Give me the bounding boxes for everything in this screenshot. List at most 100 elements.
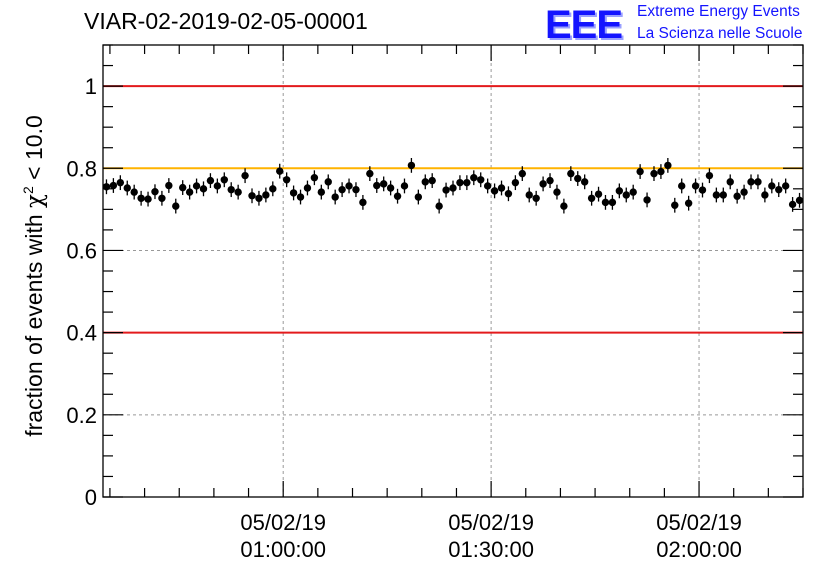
data-point bbox=[220, 176, 228, 184]
data-point bbox=[483, 182, 492, 190]
data-point bbox=[352, 185, 360, 194]
y-axis-label-rest: < 10.0 bbox=[21, 115, 47, 186]
data-point bbox=[678, 182, 686, 190]
data-point bbox=[567, 169, 575, 178]
data-point bbox=[137, 194, 145, 202]
data-point bbox=[594, 190, 603, 198]
data-point bbox=[310, 174, 319, 182]
data-point bbox=[206, 176, 215, 185]
data-point bbox=[601, 198, 610, 207]
data-point bbox=[788, 200, 797, 209]
data-point bbox=[428, 176, 436, 185]
y-tick-label: 0.4 bbox=[66, 321, 97, 346]
data-point bbox=[657, 167, 665, 176]
data-point bbox=[359, 198, 367, 207]
data-point bbox=[546, 176, 554, 185]
data-point bbox=[449, 184, 457, 192]
data-point bbox=[172, 202, 180, 210]
data-point bbox=[276, 167, 284, 175]
data-point bbox=[691, 182, 700, 190]
chart-title: VIAR-02-2019-02-05-00001 bbox=[84, 8, 368, 34]
data-point bbox=[761, 191, 769, 199]
data-point bbox=[379, 180, 388, 188]
y-tick-label: 0.8 bbox=[66, 156, 97, 181]
data-point bbox=[740, 188, 748, 196]
data-point bbox=[781, 182, 790, 190]
data-point bbox=[580, 178, 589, 186]
data-point bbox=[664, 161, 672, 170]
data-point bbox=[497, 184, 506, 192]
axis-labels: 00.20.40.60.8105/02/1901:00:0005/02/1901… bbox=[66, 74, 741, 562]
y-axis-label: fraction of events with χ2 < 10.0 bbox=[20, 115, 48, 437]
y-tick-label: 0 bbox=[85, 485, 97, 510]
data-point bbox=[768, 182, 776, 190]
data-point bbox=[373, 181, 381, 190]
data-point bbox=[109, 181, 118, 190]
data-point bbox=[179, 183, 187, 192]
data-point bbox=[296, 193, 305, 201]
data-point bbox=[456, 178, 464, 187]
data-point bbox=[414, 193, 423, 201]
x-tick-date-label: 05/02/19 bbox=[656, 510, 742, 535]
data-point bbox=[393, 192, 402, 200]
data-point bbox=[262, 191, 270, 199]
x-tick-time-label: 01:00:00 bbox=[240, 537, 326, 562]
data-point bbox=[227, 185, 235, 194]
data-point bbox=[775, 185, 783, 194]
data-point bbox=[684, 199, 693, 207]
grid-lines bbox=[103, 45, 803, 498]
data-point bbox=[719, 191, 727, 199]
data-point bbox=[400, 182, 409, 190]
data-point bbox=[144, 195, 152, 203]
data-point bbox=[754, 178, 762, 186]
x-tick-time-label: 02:00:00 bbox=[656, 537, 742, 562]
data-point bbox=[477, 176, 485, 184]
data-point bbox=[733, 192, 741, 200]
x-tick-date-label: 05/02/19 bbox=[240, 510, 326, 535]
data-point bbox=[726, 178, 734, 186]
data-point bbox=[622, 191, 630, 199]
data-point bbox=[629, 188, 637, 196]
data-point bbox=[282, 176, 291, 184]
data-point bbox=[192, 182, 201, 190]
y-axis-label-chi: χ bbox=[22, 194, 48, 208]
y-tick-label: 0.6 bbox=[66, 238, 97, 263]
data-point bbox=[199, 185, 208, 193]
data-point bbox=[386, 184, 395, 192]
data-point bbox=[608, 198, 617, 207]
data-point bbox=[269, 185, 277, 193]
y-tick-label: 0.2 bbox=[66, 403, 97, 428]
logo-line-1: Extreme Energy Events bbox=[637, 3, 800, 20]
data-point bbox=[185, 188, 194, 196]
data-point bbox=[574, 174, 582, 183]
data-point bbox=[698, 186, 707, 194]
data-point bbox=[747, 178, 755, 186]
data-point bbox=[435, 202, 443, 210]
data-point bbox=[116, 178, 125, 187]
y-axis-label-main: fraction of events with bbox=[21, 208, 47, 437]
data-point bbox=[345, 182, 353, 190]
data-point bbox=[671, 201, 679, 209]
data-point bbox=[705, 171, 714, 180]
data-point bbox=[615, 187, 624, 195]
data-point bbox=[165, 181, 173, 190]
data-point bbox=[470, 174, 478, 182]
data-point bbox=[248, 192, 256, 200]
data-point bbox=[151, 187, 159, 196]
data-point bbox=[303, 184, 312, 192]
y-axis-label-sup: 2 bbox=[20, 186, 36, 194]
data-point bbox=[490, 187, 499, 195]
threshold-lines bbox=[103, 85, 803, 334]
data-point bbox=[130, 188, 138, 196]
data-point bbox=[317, 188, 326, 196]
data-point bbox=[650, 169, 658, 178]
axis-ticks bbox=[103, 44, 804, 498]
data-point bbox=[643, 196, 651, 204]
y-tick-label: 1 bbox=[85, 74, 97, 99]
x-tick-time-label: 01:30:00 bbox=[448, 537, 534, 562]
x-tick-date-label: 05/02/19 bbox=[448, 510, 534, 535]
data-point bbox=[407, 161, 416, 170]
data-point bbox=[518, 169, 527, 178]
data-point bbox=[366, 169, 374, 178]
